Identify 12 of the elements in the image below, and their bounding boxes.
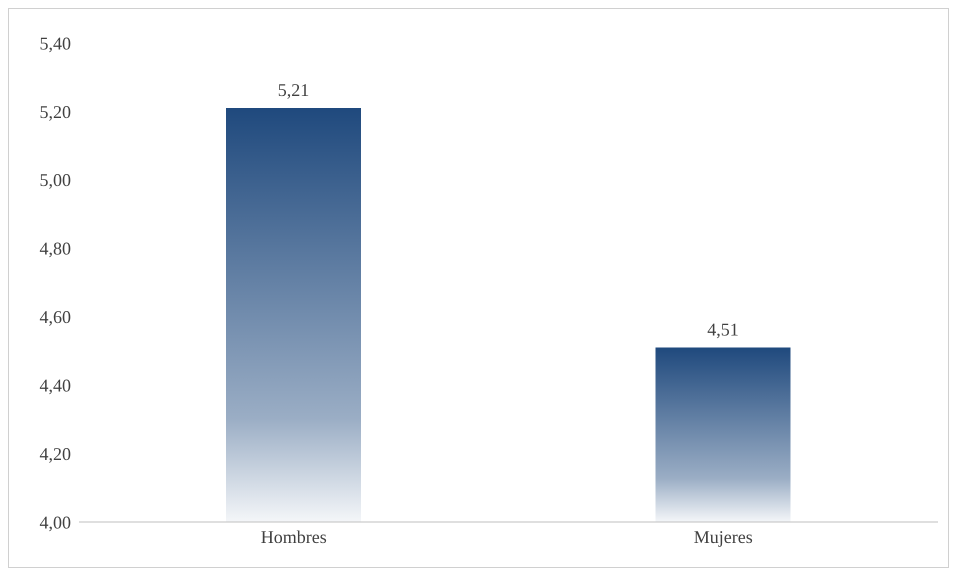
x-tick-label: Hombres	[260, 526, 327, 547]
y-tick-label: 4,80	[40, 238, 71, 259]
y-tick-label: 5,20	[40, 102, 71, 122]
y-tick-label: 4,40	[40, 376, 71, 396]
y-tick-label: 5,40	[40, 33, 71, 54]
y-tick-label: 4,00	[40, 512, 71, 532]
y-tick-label: 4,20	[40, 444, 71, 464]
y-tick-label: 4,60	[40, 307, 71, 328]
x-tick-label: Mujeres	[694, 526, 753, 547]
data-label: 4,51	[707, 320, 739, 340]
data-label: 5,21	[278, 80, 310, 100]
y-tick-label: 5,00	[40, 170, 71, 190]
